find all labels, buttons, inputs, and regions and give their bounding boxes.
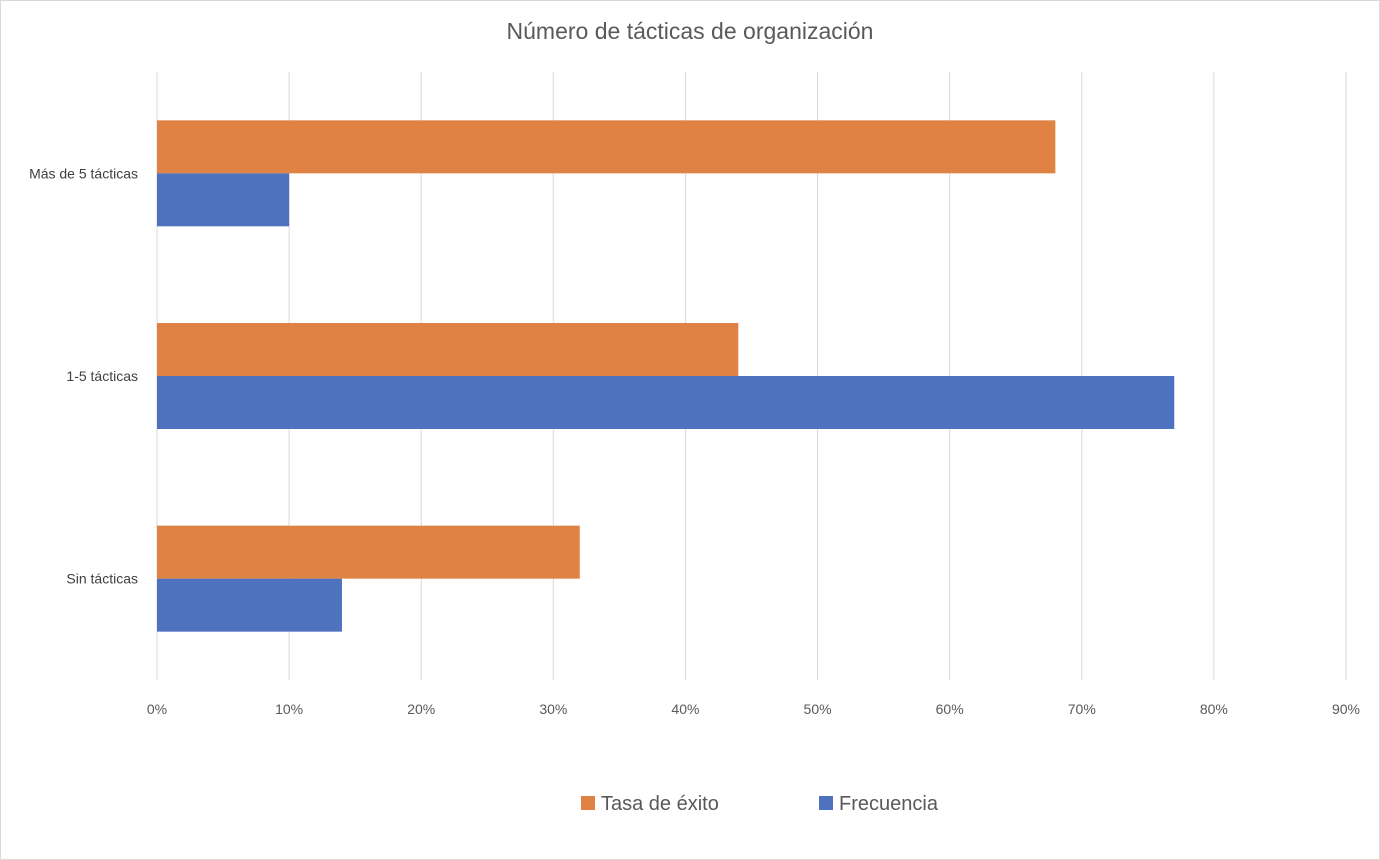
bars: [157, 120, 1175, 632]
category-label: 1-5 tácticas: [66, 368, 138, 384]
tick-labels: 0% 10% 20% 30% 40% 50% 60% 70% 80% 90%: [147, 701, 1360, 717]
category-label: Sin tácticas: [66, 571, 138, 587]
x-tick-label: 80%: [1200, 701, 1228, 717]
legend-swatch: [581, 796, 595, 810]
x-tick-label: 10%: [275, 701, 303, 717]
chart-title: Número de tácticas de organización: [507, 18, 874, 44]
legend-label: Tasa de éxito: [601, 793, 719, 815]
bar-frecuencia: [157, 376, 1175, 429]
x-tick-label: 0%: [147, 701, 167, 717]
x-tick-label: 90%: [1332, 701, 1360, 717]
x-tick-label: 30%: [539, 701, 567, 717]
bar-tasa-de-éxito: [157, 323, 739, 376]
x-tick-label: 70%: [1068, 701, 1096, 717]
category-labels: Más de 5 tácticas 1-5 tácticas Sin táctica…: [29, 165, 138, 586]
bar-tasa-de-éxito: [157, 525, 580, 579]
bar-frecuencia: [157, 173, 290, 227]
x-tick-label: 60%: [936, 701, 964, 717]
category-label: Más de 5 tácticas: [29, 165, 138, 181]
bar-tasa-de-éxito: [157, 120, 1056, 174]
legend-swatch: [819, 796, 833, 810]
legend: Tasa de éxito Frecuencia: [581, 793, 939, 815]
x-tick-label: 40%: [671, 701, 699, 717]
x-tick-label: 50%: [804, 701, 832, 717]
x-tick-label: 20%: [407, 701, 435, 717]
bar-frecuencia: [157, 578, 342, 632]
legend-label: Frecuencia: [839, 793, 939, 815]
